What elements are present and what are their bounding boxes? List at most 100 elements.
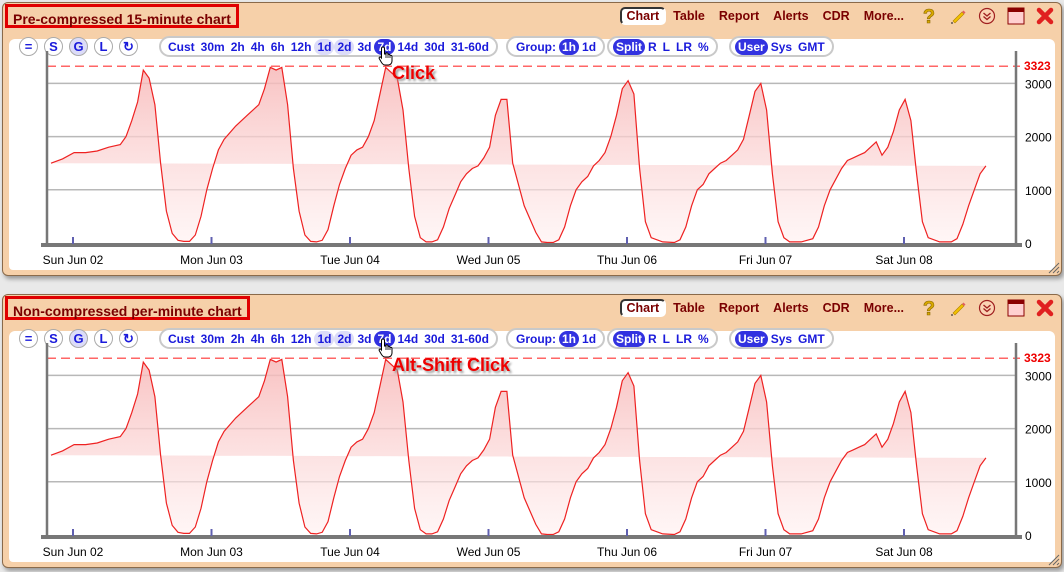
split-l[interactable]: L — [662, 331, 671, 346]
s-button[interactable]: S — [44, 37, 63, 56]
range-7d[interactable]: 7d — [374, 330, 395, 347]
resize-grip[interactable] — [1046, 552, 1060, 566]
range-2d[interactable]: 2d — [334, 330, 355, 347]
range-6h[interactable]: 6h — [270, 331, 285, 346]
range-1d[interactable]: 1d — [314, 330, 335, 347]
edit-pencil-icon[interactable] — [948, 6, 968, 26]
tab-alerts[interactable]: Alerts — [773, 9, 809, 23]
equal-button[interactable]: = — [19, 329, 38, 348]
g-button[interactable]: G — [69, 37, 88, 56]
range-1d[interactable]: 1d — [314, 38, 335, 55]
range-14d[interactable]: 14d — [397, 39, 419, 54]
tz-user[interactable]: User — [735, 38, 768, 55]
collapse-icon[interactable] — [977, 298, 997, 318]
svg-text:?: ? — [923, 298, 935, 318]
series-line — [50, 66, 987, 244]
alt-shift-click-annotation: Alt-Shift Click — [392, 355, 511, 375]
close-icon[interactable] — [1035, 6, 1055, 26]
tab-report[interactable]: Report — [718, 301, 760, 315]
top-nav: Chart Table Report Alerts CDR More... — [619, 7, 912, 25]
tab-chart[interactable]: Chart — [619, 7, 667, 25]
edit-pencil-icon[interactable] — [948, 298, 968, 318]
range-30d[interactable]: 30d — [424, 39, 445, 54]
tz-gmt[interactable]: GMT — [798, 39, 825, 54]
hand-cursor-icon — [378, 338, 393, 358]
group-1d[interactable]: 1d — [582, 39, 597, 54]
range-Cust[interactable]: Cust — [168, 331, 195, 346]
split-lr[interactable]: LR — [676, 331, 693, 346]
g-button[interactable]: G — [69, 329, 88, 348]
maximize-icon[interactable] — [1006, 298, 1026, 318]
split-percent[interactable]: % — [698, 39, 709, 54]
range-2d[interactable]: 2d — [334, 38, 355, 55]
chart-plot[interactable]: 0 1000 2000 3000 3323 Sun Jun 02 Mon Jun 03 Tue… — [3, 295, 1061, 567]
tz-sys[interactable]: Sys — [770, 331, 793, 346]
maximize-icon[interactable] — [1006, 6, 1026, 26]
range-30m[interactable]: 30m — [200, 39, 225, 54]
split-percent[interactable]: % — [698, 331, 709, 346]
tab-chart[interactable]: Chart — [619, 299, 667, 317]
max-value-label: 3323 — [1024, 59, 1051, 73]
tab-alerts[interactable]: Alerts — [773, 301, 809, 315]
x-tick-label: Wed Jun 05 — [457, 545, 521, 559]
group-1d[interactable]: 1d — [582, 331, 597, 346]
split-r[interactable]: R — [648, 39, 657, 54]
equal-button[interactable]: = — [19, 37, 38, 56]
series-area — [51, 67, 986, 243]
range-4h[interactable]: 4h — [250, 331, 265, 346]
range-3d[interactable]: 3d — [357, 39, 372, 54]
range-2h[interactable]: 2h — [230, 39, 245, 54]
tab-table[interactable]: Table — [673, 301, 705, 315]
help-icon[interactable]: ? — [919, 6, 939, 26]
series-area — [51, 359, 986, 535]
s-button[interactable]: S — [44, 329, 63, 348]
refresh-button[interactable]: ↻ — [119, 329, 138, 348]
split-split[interactable]: Split — [613, 38, 645, 55]
range-14d[interactable]: 14d — [397, 331, 419, 346]
help-icon[interactable]: ? — [919, 298, 939, 318]
l-button[interactable]: L — [94, 329, 113, 348]
split-group: Split R L LR% — [607, 36, 718, 57]
range-6h[interactable]: 6h — [270, 39, 285, 54]
split-l[interactable]: L — [662, 39, 671, 54]
range-30m[interactable]: 30m — [200, 331, 225, 346]
resize-grip[interactable] — [1046, 260, 1060, 274]
l-button[interactable]: L — [94, 37, 113, 56]
x-tick-label: Mon Jun 03 — [180, 253, 243, 267]
collapse-icon[interactable] — [977, 6, 997, 26]
range-2h[interactable]: 2h — [230, 331, 245, 346]
timezone-group: User Sys GMT — [729, 328, 834, 349]
chart-plot[interactable]: 0 1000 2000 3000 3323 Sun Jun 02 Mon Jun 03 Tue… — [3, 3, 1061, 275]
range-31-60d[interactable]: 31-60d — [450, 39, 489, 54]
close-icon[interactable] — [1035, 298, 1055, 318]
range-12h[interactable]: 12h — [290, 331, 312, 346]
tab-more[interactable]: More... — [863, 9, 904, 23]
y-tick-label: 3000 — [1025, 77, 1052, 91]
tz-sys[interactable]: Sys — [770, 39, 793, 54]
series-line — [50, 358, 987, 536]
split-split[interactable]: Split — [613, 330, 645, 347]
range-group: Cust 30m 2h 4h 6h 12h 1d 2d 3d 7d 14d 30d 31-60d — [159, 36, 498, 57]
range-4h[interactable]: 4h — [250, 39, 265, 54]
tab-cdr[interactable]: CDR — [822, 301, 850, 315]
range-31-60d[interactable]: 31-60d — [450, 331, 489, 346]
tz-user[interactable]: User — [735, 330, 768, 347]
top-nav: Chart Table Report Alerts CDR More... — [619, 299, 912, 317]
range-12h[interactable]: 12h — [290, 39, 312, 54]
split-lr[interactable]: LR — [676, 39, 693, 54]
x-tick-label: Sun Jun 02 — [43, 545, 104, 559]
range-30d[interactable]: 30d — [424, 331, 445, 346]
range-Cust[interactable]: Cust — [168, 39, 195, 54]
split-r[interactable]: R — [648, 331, 657, 346]
tab-more[interactable]: More... — [863, 301, 904, 315]
tab-report[interactable]: Report — [718, 9, 760, 23]
group-1h[interactable]: 1h — [559, 38, 580, 55]
refresh-button[interactable]: ↻ — [119, 37, 138, 56]
range-3d[interactable]: 3d — [357, 331, 372, 346]
svg-text:?: ? — [923, 6, 935, 26]
range-7d[interactable]: 7d — [374, 38, 395, 55]
tz-gmt[interactable]: GMT — [798, 331, 825, 346]
tab-table[interactable]: Table — [673, 9, 705, 23]
tab-cdr[interactable]: CDR — [822, 9, 850, 23]
group-1h[interactable]: 1h — [559, 330, 580, 347]
